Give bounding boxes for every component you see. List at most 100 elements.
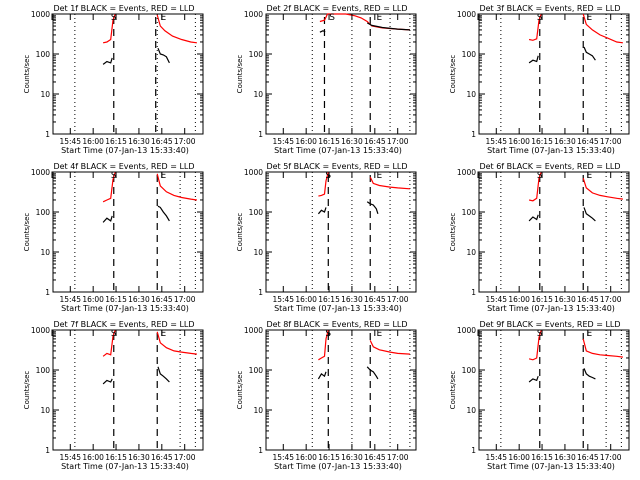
x-tick-label: 16:15 [531, 295, 553, 304]
x-tick-label: 15:45 [59, 137, 81, 146]
plot-frame [478, 13, 630, 135]
marker-label: S [111, 329, 117, 339]
y-tick-label: 100 [249, 50, 264, 59]
x-tick-label: 16:45 [577, 453, 599, 462]
plot-frame [265, 13, 417, 135]
y-tick-label: 10 [466, 90, 476, 99]
x-tick-label: 16:30 [554, 453, 576, 462]
y-tick-label: 1000 [457, 168, 476, 177]
y-tick-label: 1 [258, 130, 263, 139]
x-tick-label: 16:00 [295, 295, 317, 304]
x-axis-label: Start Time (07-Jan-13 15:33:40) [61, 304, 189, 313]
series-line [319, 30, 326, 33]
x-tick-label: 16:30 [128, 453, 150, 462]
y-tick-label: 1 [45, 288, 50, 297]
series-line [156, 14, 197, 44]
series-line [366, 201, 379, 214]
x-axis-label: Start Time (07-Jan-13 15:33:40) [61, 146, 189, 155]
marker-label: E [160, 329, 166, 339]
x-tick-label: 16:00 [508, 295, 530, 304]
x-tick-label: 16:00 [295, 453, 317, 462]
y-tick-label: 10 [253, 406, 263, 415]
series-line [582, 338, 623, 358]
x-tick-label: 16:15 [531, 453, 553, 462]
x-tick-label: 15:45 [59, 295, 81, 304]
series-line [157, 47, 170, 64]
chart-title: Det 6f BLACK = Events, RED = LLD [479, 162, 620, 171]
x-tick-label: 16:45 [577, 295, 599, 304]
y-tick-label: 1000 [244, 168, 263, 177]
chart-title: Det 5f BLACK = Events, RED = LLD [266, 162, 407, 171]
chart-panel: S E 1 10 100 1000 15:45 16:00 16:15 16:30 16:45 17:… [236, 162, 417, 313]
x-tick-label: 16:15 [318, 137, 340, 146]
x-tick-label: 15:45 [59, 453, 81, 462]
series-line [582, 13, 623, 44]
y-tick-label: 100 [36, 50, 51, 59]
series-line [369, 176, 410, 190]
x-axis-label: Start Time (07-Jan-13 15:33:40) [487, 462, 615, 471]
y-axis-label: Counts/sec [449, 213, 457, 252]
x-tick-label: 16:30 [554, 137, 576, 146]
y-axis-label: Counts/sec [23, 55, 31, 94]
y-tick-label: 10 [40, 90, 50, 99]
chart-panel: S E 1 10 100 1000 15:45 16:00 16:15 16:30 16:45 17:… [236, 4, 417, 155]
marker-label: E [377, 329, 383, 339]
y-tick-label: 100 [462, 366, 477, 375]
x-axis-label: Start Time (07-Jan-13 15:33:40) [274, 304, 402, 313]
chart-panel: S E 1 10 100 1000 15:45 16:00 16:15 16:30 16:45 17:… [236, 320, 417, 471]
y-tick-label: 1000 [31, 10, 50, 19]
series-line [102, 171, 116, 203]
series-line [528, 171, 542, 202]
y-tick-label: 1 [471, 446, 476, 455]
chart-title: Det 1f BLACK = Events, RED = LLD [53, 4, 194, 13]
y-tick-label: 10 [466, 248, 476, 257]
marker-label: S [537, 171, 543, 181]
y-tick-label: 1 [258, 288, 263, 297]
y-tick-label: 1000 [31, 326, 50, 335]
series-line [102, 329, 116, 357]
y-tick-label: 10 [40, 248, 50, 257]
series-line [528, 214, 539, 222]
x-tick-label: 16:30 [341, 295, 363, 304]
y-tick-label: 1000 [457, 10, 476, 19]
x-tick-label: 16:45 [151, 137, 173, 146]
chart-title: Det 2f BLACK = Events, RED = LLD [266, 4, 407, 13]
chart-title: Det 3f BLACK = Events, RED = LLD [479, 4, 620, 13]
marker-label: S [325, 329, 331, 339]
x-axis-label: Start Time (07-Jan-13 15:33:40) [274, 462, 402, 471]
x-tick-label: 16:00 [295, 137, 317, 146]
marker-label: E [586, 13, 592, 23]
chart-title: Det 7f BLACK = Events, RED = LLD [53, 320, 194, 329]
y-tick-label: 1 [258, 446, 263, 455]
plot-frame [52, 329, 204, 451]
y-axis-label: Counts/sec [449, 371, 457, 410]
series-line [528, 375, 539, 383]
x-tick-label: 16:15 [105, 295, 127, 304]
plot-frame [265, 329, 417, 451]
x-tick-label: 15:45 [272, 295, 294, 304]
x-tick-label: 16:15 [105, 137, 127, 146]
marker-label: S [537, 329, 543, 339]
x-tick-label: 16:45 [364, 453, 386, 462]
y-tick-label: 10 [466, 406, 476, 415]
x-tick-label: 17:00 [387, 295, 409, 304]
x-tick-label: 16:45 [577, 137, 599, 146]
series-line [157, 205, 170, 222]
series-line [156, 173, 197, 201]
plot-frame [52, 13, 204, 135]
plot-frame [478, 171, 630, 293]
y-tick-label: 1000 [244, 326, 263, 335]
x-tick-label: 16:15 [531, 137, 553, 146]
y-axis-label: Counts/sec [449, 55, 457, 94]
x-tick-label: 16:30 [341, 453, 363, 462]
marker-label: E [586, 329, 592, 339]
x-tick-label: 17:00 [600, 295, 622, 304]
y-tick-label: 1000 [31, 168, 50, 177]
x-tick-label: 16:45 [151, 295, 173, 304]
marker-label: E [377, 171, 383, 181]
x-tick-label: 16:45 [364, 295, 386, 304]
series-line [102, 13, 116, 44]
series-line [369, 340, 410, 355]
